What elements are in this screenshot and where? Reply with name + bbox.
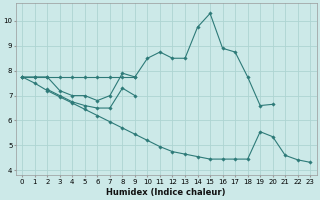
X-axis label: Humidex (Indice chaleur): Humidex (Indice chaleur) bbox=[107, 188, 226, 197]
